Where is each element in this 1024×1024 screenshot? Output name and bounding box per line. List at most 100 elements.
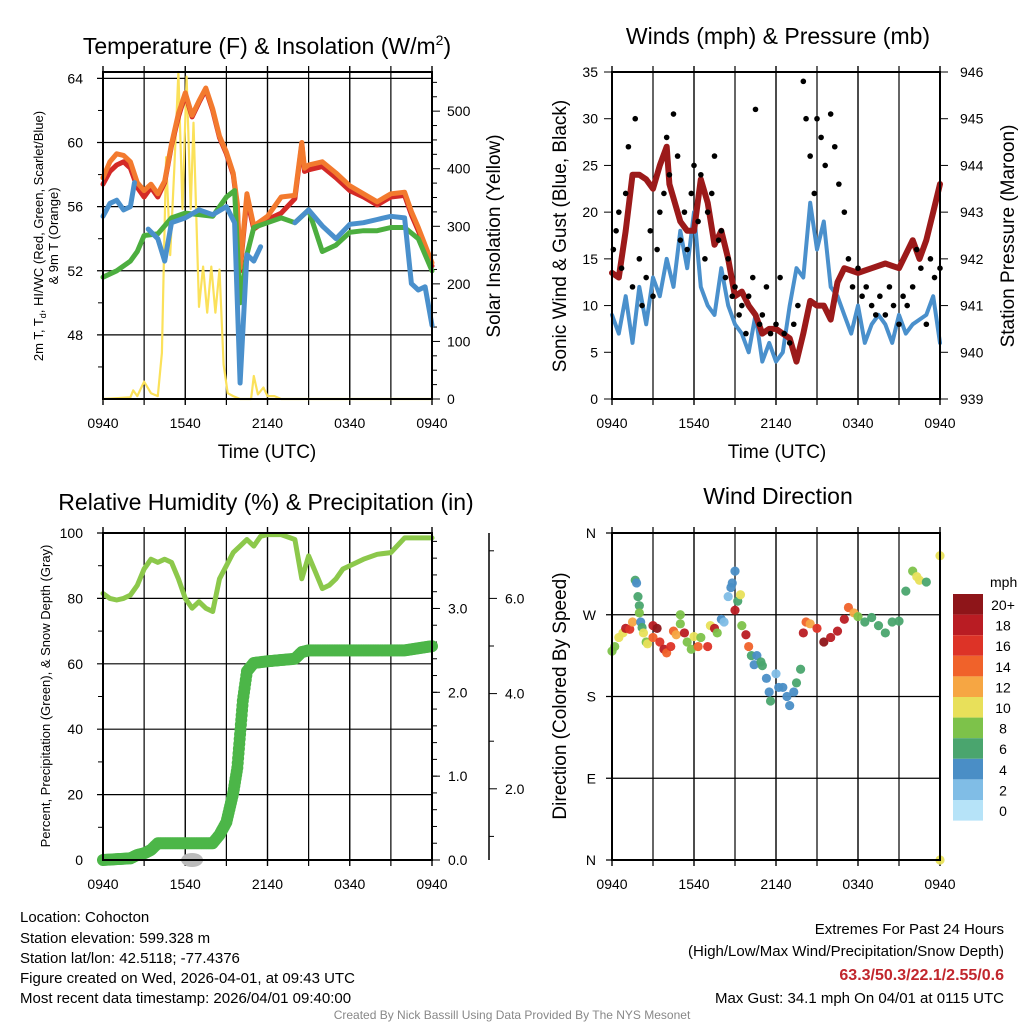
temp-x-axis-label: Time (UTC) bbox=[218, 442, 317, 463]
credit-text: Created By Nick Bassill Using Data Provi… bbox=[334, 1008, 691, 1022]
temp-y-axis-label-line2: & 9m T (Orange) bbox=[46, 187, 61, 284]
y-tick-label: 30 bbox=[582, 111, 598, 127]
y-tick-label: N bbox=[586, 852, 596, 868]
y2-tick-label: 200 bbox=[447, 276, 471, 292]
gust-point bbox=[814, 115, 820, 122]
x-tick-label: 2140 bbox=[760, 876, 791, 892]
speed-colorbar: 20+ 18 16 14 12 10 8 6 4 2 0 bbox=[953, 594, 1015, 821]
gust-point bbox=[811, 190, 818, 197]
y-tick-label: 40 bbox=[67, 721, 83, 737]
wind-direction-point bbox=[832, 626, 843, 636]
wind-x-axis-label: Time (UTC) bbox=[728, 442, 827, 463]
colorbar-swatch bbox=[953, 697, 983, 718]
y2-tick-label: 940 bbox=[960, 344, 984, 360]
wind-direction-point bbox=[648, 632, 658, 643]
colorbar-label: 14 bbox=[995, 659, 1011, 675]
wind-direction-point bbox=[761, 673, 772, 683]
recent-data-text: Most recent data timestamp: 2026/04/01 0… bbox=[20, 990, 351, 1007]
gust-point bbox=[773, 321, 779, 328]
gust-point bbox=[722, 274, 729, 281]
wind-direction-point bbox=[652, 623, 662, 633]
colorbar-label: 4 bbox=[999, 762, 1007, 778]
y2-tick-label: 2.0 bbox=[448, 684, 468, 700]
wind-direction-point bbox=[791, 678, 802, 688]
x-tick-label: 0940 bbox=[924, 415, 955, 431]
latlon-text: Station lat/lon: 42.5118; -77.4376 bbox=[20, 950, 240, 967]
gust-point bbox=[729, 293, 736, 300]
y-tick-label: 10 bbox=[582, 298, 598, 314]
gust-point bbox=[625, 143, 632, 150]
gust-point bbox=[661, 190, 667, 197]
wind-direction-point bbox=[778, 682, 788, 693]
gust-point bbox=[708, 190, 715, 197]
y-tick-label: 48 bbox=[67, 327, 83, 343]
gust-point bbox=[759, 312, 766, 318]
extremes-title: Extremes For Past 24 Hours bbox=[815, 921, 1004, 938]
wind-direction-point bbox=[873, 621, 884, 631]
gust-point bbox=[877, 293, 883, 300]
y-tick-label: 100 bbox=[60, 525, 84, 541]
y2-tick-label: 941 bbox=[960, 298, 984, 314]
rh-y-axis-label: Percent, Precipitation (Green), & Snow D… bbox=[38, 545, 53, 848]
y-tick-label: 25 bbox=[582, 157, 598, 173]
colorbar-swatch bbox=[953, 635, 983, 656]
wind-direction-point bbox=[730, 605, 740, 615]
wind-direction-point bbox=[894, 616, 904, 626]
gust-point bbox=[725, 256, 731, 262]
gust-point bbox=[618, 265, 625, 272]
wind-direction-point bbox=[785, 700, 795, 711]
x-tick-label: 0340 bbox=[842, 415, 873, 431]
relative-humidity-line bbox=[100, 532, 435, 614]
y-tick-label: 60 bbox=[67, 135, 83, 151]
gust-point bbox=[681, 209, 688, 215]
colorbar-label: 6 bbox=[999, 741, 1007, 757]
wind-direction-point bbox=[741, 630, 751, 640]
gust-point bbox=[695, 218, 701, 225]
wind-direction-point bbox=[887, 617, 897, 627]
colorbar-label: 20+ bbox=[991, 597, 1015, 613]
y2-tick-label: 500 bbox=[447, 103, 471, 119]
direction-y-axis-label: Direction (Colored By Speed) bbox=[550, 572, 571, 819]
gust-point bbox=[831, 143, 838, 150]
wind-direction-point bbox=[696, 632, 706, 643]
wind-direction-point bbox=[655, 637, 665, 647]
wind-direction-point bbox=[860, 617, 870, 627]
wind-direction-point bbox=[675, 610, 685, 620]
gust-point bbox=[663, 134, 670, 141]
gust-point bbox=[629, 284, 636, 290]
x-tick-label: 0940 bbox=[596, 415, 627, 431]
gust-point bbox=[657, 209, 663, 215]
gust-point bbox=[918, 265, 924, 272]
y2-tick-label: 944 bbox=[960, 157, 984, 173]
wind-direction-point bbox=[744, 641, 754, 652]
gust-point bbox=[777, 274, 783, 281]
y-tick-label: 20 bbox=[67, 787, 83, 803]
wind-direction-point bbox=[901, 586, 911, 596]
wind-direction-point bbox=[679, 628, 690, 638]
y-tick-label: 60 bbox=[67, 656, 83, 672]
gust-point bbox=[677, 237, 684, 243]
y2-tick-label: 400 bbox=[447, 161, 471, 177]
gust-point bbox=[704, 209, 711, 215]
y-tick-label: 5 bbox=[590, 344, 598, 360]
wind-direction-point bbox=[727, 578, 737, 588]
gust-point bbox=[647, 228, 654, 234]
wind-direction-point bbox=[642, 639, 653, 649]
gust-point bbox=[841, 209, 848, 215]
gust-point bbox=[684, 246, 690, 253]
plot-border bbox=[611, 71, 941, 400]
gust-point bbox=[900, 293, 906, 300]
gust-point bbox=[827, 111, 834, 117]
gust-point bbox=[845, 256, 852, 262]
colorbar-label: 18 bbox=[995, 618, 1011, 634]
y3-tick-label: 6.0 bbox=[505, 590, 525, 606]
extremes-legend: (High/Low/Max Wind/Precipitation/Snow De… bbox=[688, 943, 1004, 960]
y2-tick-label: 939 bbox=[960, 391, 984, 407]
direction-panel-title: Wind Direction bbox=[703, 483, 853, 509]
gust-point bbox=[803, 115, 809, 122]
wind-direction-point bbox=[638, 628, 649, 638]
wind-y-axis-label: Sonic Wind & Gust (Blue, Black) bbox=[550, 100, 571, 372]
gust-point bbox=[822, 162, 828, 169]
gust-point bbox=[863, 284, 869, 290]
